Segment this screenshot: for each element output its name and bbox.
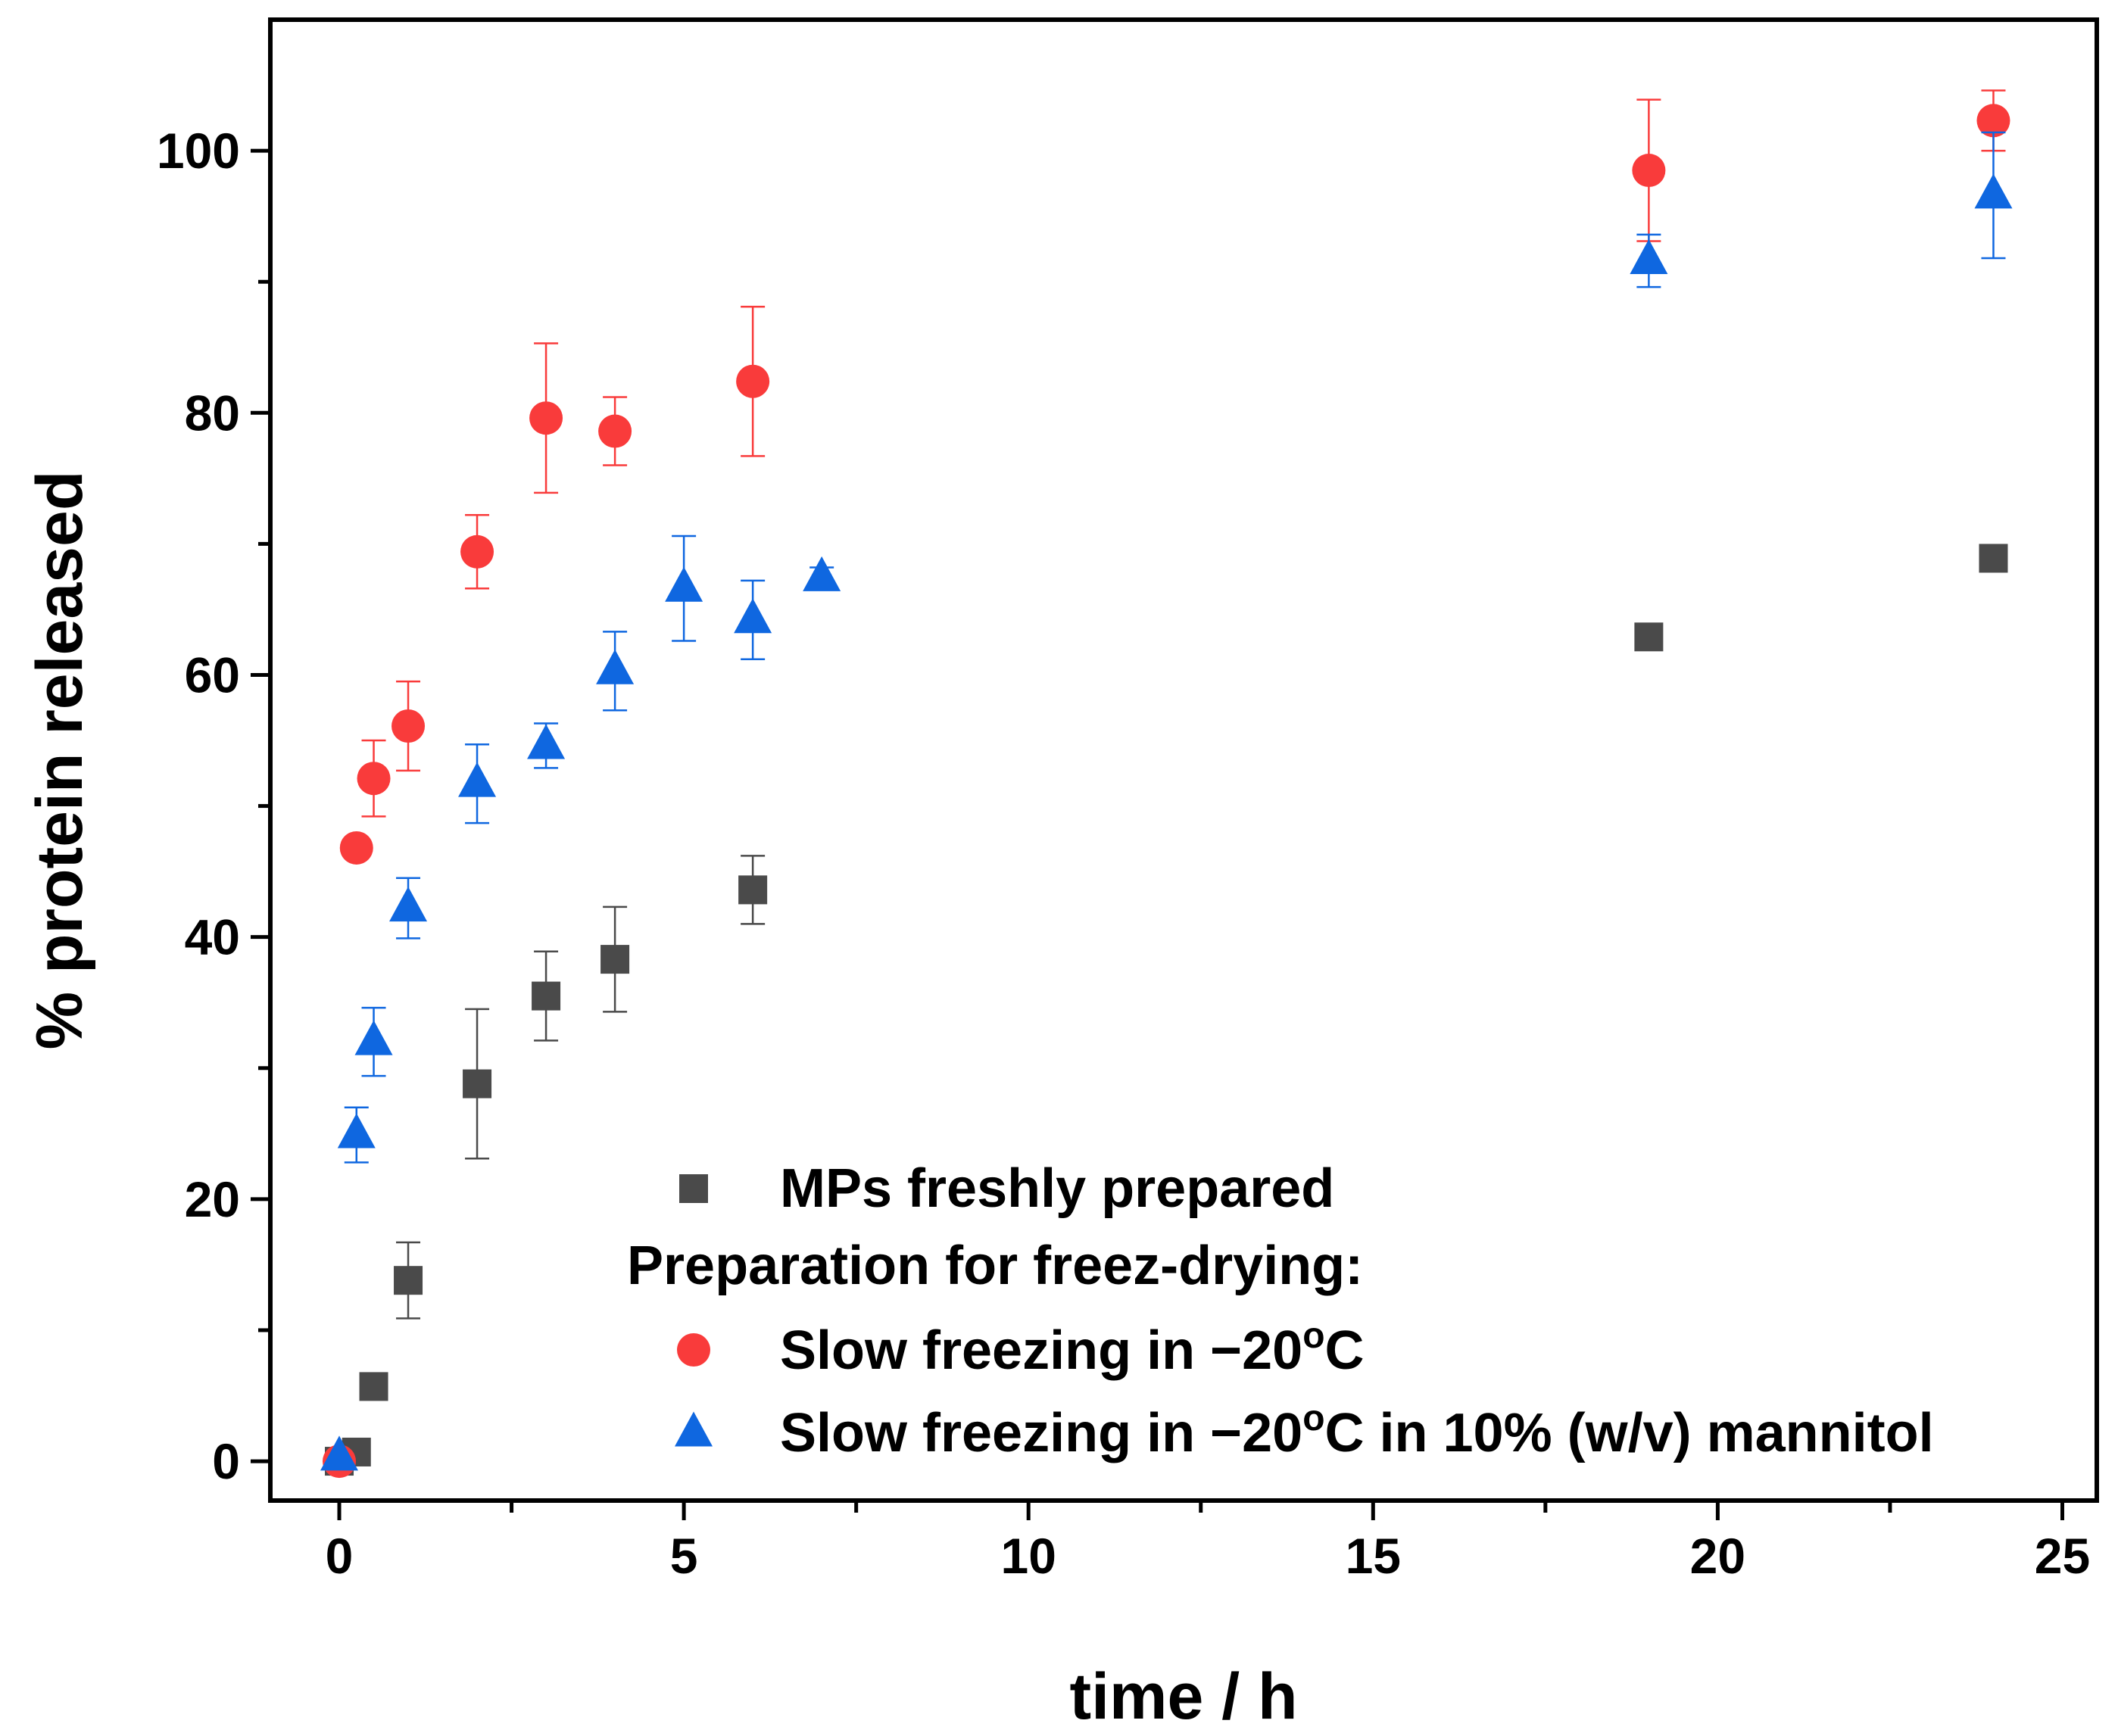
axis-ticks [251, 148, 2064, 1520]
data-point-circle [460, 535, 494, 569]
legend-marker-square [679, 1174, 708, 1203]
x-axis-title: time / h [1069, 1660, 1297, 1733]
data-point-square [1979, 544, 2008, 573]
plot-frame [268, 17, 2099, 1503]
data-point-circle [339, 831, 373, 865]
legend-marker-triangle [675, 1411, 713, 1447]
legend-symbol-square [679, 1174, 708, 1203]
legend-label-slow-freezing-mannitol: Slow freezing in −20oC in 10% (w/v) mann… [780, 1398, 1934, 1463]
data-point-triangle [354, 1020, 393, 1055]
legend-symbol-triangle [675, 1411, 713, 1447]
axis-tick-labels: 0 5 10 15 20 25 0 20 40 60 80 100 [157, 123, 2090, 1584]
data-point-circle [391, 709, 426, 743]
data-point-circle [1632, 154, 1666, 188]
data-point-square [532, 981, 561, 1011]
legend-header: Preparation for freez-drying: [627, 1236, 1363, 1296]
x-tick-label: 10 [1000, 1528, 1056, 1584]
degree-superscript: o [1302, 1398, 1324, 1438]
legend-symbol-circle [677, 1333, 710, 1367]
data-point-square [1634, 622, 1664, 652]
x-tick-label: 15 [1346, 1528, 1401, 1584]
data-point-square [738, 875, 768, 905]
x-tick-label: 25 [2035, 1528, 2090, 1584]
data-point-triangle [389, 887, 428, 922]
y-tick-label: 60 [185, 647, 240, 703]
data-point-triangle [337, 1113, 376, 1149]
series-circle [323, 89, 2010, 1479]
y-tick-label: 100 [157, 123, 240, 179]
x-tick-label: 0 [326, 1528, 354, 1584]
data-point-triangle [803, 556, 841, 591]
x-tick-label: 5 [670, 1528, 698, 1584]
legend-marker-circle [677, 1333, 710, 1367]
data-point-square [394, 1266, 423, 1295]
y-tick-label: 40 [185, 909, 240, 965]
y-axis-title: % protein released [23, 471, 96, 1050]
data-point-triangle [320, 1435, 359, 1471]
y-tick-label: 20 [185, 1171, 240, 1227]
legend-label-slow-freezing: Slow freezing in −20oC [780, 1316, 1365, 1381]
legend: MPs freshly prepared Preparation for fre… [627, 1158, 1934, 1463]
data-point-square [600, 945, 630, 974]
data-point-triangle [1974, 173, 2013, 209]
data-series [320, 89, 2013, 1479]
data-point-triangle [596, 649, 635, 684]
degree-superscript: o [1302, 1316, 1324, 1356]
data-point-triangle [734, 598, 772, 634]
data-point-square [463, 1069, 492, 1099]
data-point-triangle [665, 566, 703, 602]
data-point-circle [736, 364, 770, 398]
data-point-triangle [458, 762, 497, 797]
series-triangle [320, 131, 2013, 1471]
y-tick-label: 80 [185, 385, 240, 441]
y-tick-label: 0 [212, 1433, 240, 1489]
data-point-circle [1976, 104, 2010, 138]
data-point-triangle [527, 724, 566, 759]
data-point-triangle [1630, 238, 1668, 274]
data-point-circle [357, 762, 391, 796]
data-point-circle [598, 414, 632, 448]
x-tick-label: 20 [1690, 1528, 1745, 1584]
data-point-square [359, 1372, 388, 1401]
data-point-circle [529, 401, 563, 435]
legend-label-fresh: MPs freshly prepared [780, 1158, 1334, 1219]
